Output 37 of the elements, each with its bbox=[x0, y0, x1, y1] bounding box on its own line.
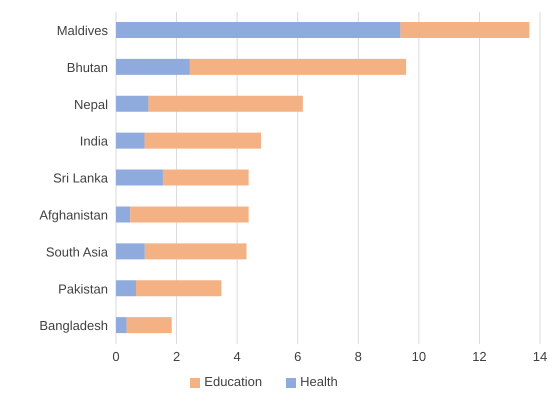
bar bbox=[162, 170, 249, 186]
y-tick-label: Sri Lanka bbox=[53, 170, 109, 186]
y-tick-label: Maldives bbox=[56, 23, 108, 38]
bar bbox=[144, 132, 262, 149]
legend-label: Health bbox=[300, 374, 338, 389]
x-tick-label: 6 bbox=[294, 349, 302, 364]
x-tick-label: 14 bbox=[532, 349, 548, 364]
y-tick-label: Pakistan bbox=[58, 281, 108, 296]
bar bbox=[116, 206, 130, 222]
bar bbox=[190, 58, 406, 75]
y-tick-label: Bhutan bbox=[66, 60, 108, 75]
x-tick-label: 8 bbox=[354, 349, 362, 364]
bar bbox=[116, 280, 136, 296]
bar bbox=[116, 170, 163, 186]
y-tick-label: Nepal bbox=[74, 96, 108, 112]
bar bbox=[116, 58, 190, 75]
bar bbox=[116, 132, 144, 149]
x-tick-label: 10 bbox=[412, 349, 426, 364]
bar bbox=[148, 96, 303, 112]
y-tick-label: Afghanistan bbox=[39, 208, 108, 223]
y-tick-label: India bbox=[80, 134, 109, 149]
bar bbox=[144, 243, 247, 260]
x-tick-label: 4 bbox=[234, 349, 241, 364]
legend-label: Education bbox=[204, 374, 262, 389]
y-tick-label: South Asia bbox=[46, 244, 109, 260]
bar bbox=[126, 317, 172, 334]
bar bbox=[400, 22, 530, 38]
x-tick-label: 2 bbox=[172, 349, 180, 364]
bar bbox=[116, 96, 148, 112]
x-tick-label: 0 bbox=[112, 349, 120, 364]
bar bbox=[130, 206, 249, 222]
bar bbox=[116, 317, 127, 334]
bar bbox=[136, 280, 222, 296]
x-tick-label: 12 bbox=[472, 349, 487, 364]
bar bbox=[116, 243, 145, 260]
bar bbox=[116, 22, 400, 38]
y-tick-label: Bangladesh bbox=[39, 318, 108, 334]
